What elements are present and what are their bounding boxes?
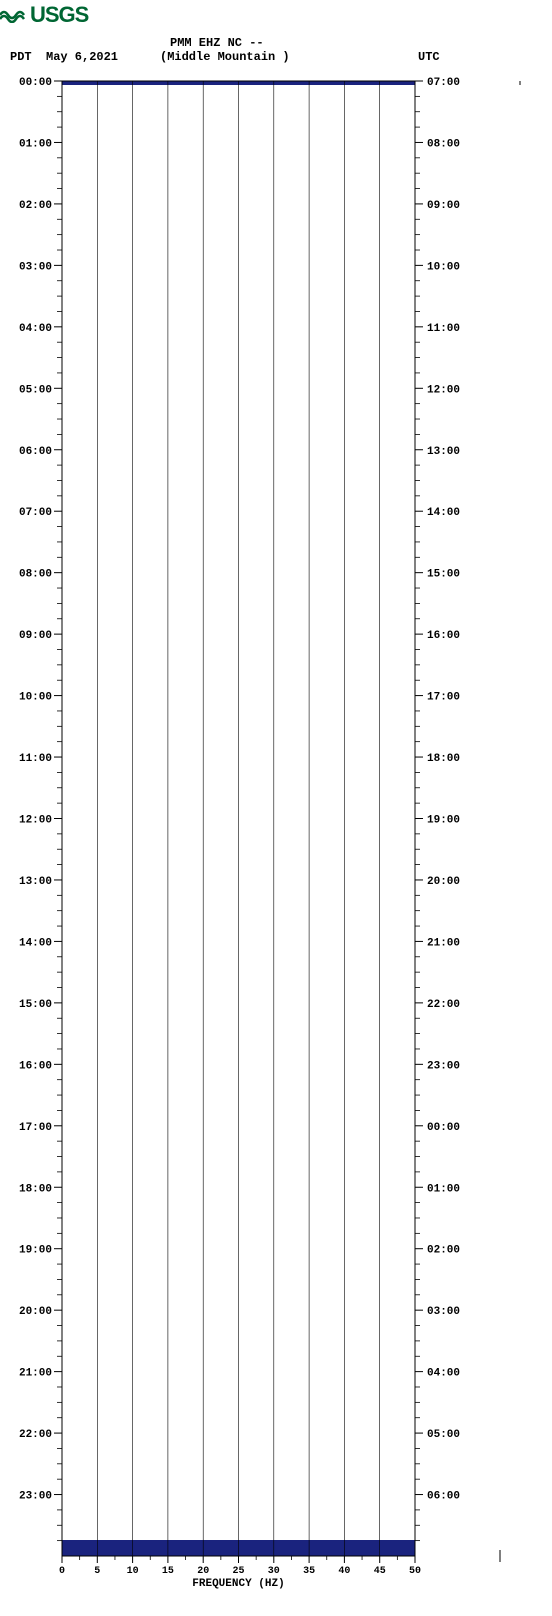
left-hour-label: 03:00 — [19, 261, 52, 273]
left-hour-label: 11:00 — [19, 753, 52, 765]
usgs-logo: USGS — [0, 0, 552, 28]
right-hour-label: 02:00 — [427, 1245, 460, 1257]
left-hour-label: 22:00 — [19, 1429, 52, 1441]
right-hour-label: 03:00 — [427, 1306, 460, 1318]
right-hour-label: 13:00 — [427, 446, 460, 458]
xtick-label: 45 — [374, 1566, 386, 1577]
tz-right: UTC — [418, 50, 440, 64]
left-hour-label: 05:00 — [19, 384, 52, 396]
left-hour-label: 01:00 — [19, 138, 52, 150]
left-hour-label: 06:00 — [19, 446, 52, 458]
left-hour-label: 19:00 — [19, 1245, 52, 1257]
xtick-label: 25 — [232, 1566, 244, 1577]
xtick-label: 20 — [197, 1566, 209, 1577]
left-hour-label: 10:00 — [19, 692, 52, 704]
left-hour-label: 16:00 — [19, 1060, 52, 1072]
xtick-label: 50 — [409, 1566, 421, 1577]
right-hour-label: 08:00 — [427, 138, 460, 150]
header-date: May 6,2021 — [46, 50, 118, 64]
right-hour-label: 05:00 — [427, 1429, 460, 1441]
xtick-label: 0 — [59, 1566, 65, 1577]
right-hour-label: 14:00 — [427, 507, 460, 519]
right-hour-label: 18:00 — [427, 753, 460, 765]
right-hour-label: 12:00 — [427, 384, 460, 396]
left-hour-label: 07:00 — [19, 507, 52, 519]
left-hour-label: 15:00 — [19, 999, 52, 1011]
right-hour-label: 06:00 — [427, 1491, 460, 1503]
logo-wave-icon — [0, 3, 28, 28]
xtick-label: 15 — [162, 1566, 174, 1577]
left-hour-label: 08:00 — [19, 569, 52, 581]
chart-header: PDT May 6,2021 PMM EHZ NC -- (Middle Mou… — [0, 36, 552, 66]
right-hour-label: 20:00 — [427, 876, 460, 888]
xtick-label: 5 — [94, 1566, 100, 1577]
right-hour-label: 19:00 — [427, 815, 460, 827]
left-hour-label: 13:00 — [19, 876, 52, 888]
left-hour-label: 17:00 — [19, 1122, 52, 1134]
spectrogram-chart: 00:00 01:00 02:00 03:00 04:00 05:00 06:00 07:00… — [0, 66, 552, 1616]
right-hour-label: 10:00 — [427, 261, 460, 273]
right-hour-label: 15:00 — [427, 569, 460, 581]
right-hour-label: 16:00 — [427, 630, 460, 642]
left-hour-label: 00:00 — [19, 77, 52, 89]
right-hour-label: 23:00 — [427, 1060, 460, 1072]
left-hour-label: 21:00 — [19, 1368, 52, 1380]
station-line1: PMM EHZ NC -- — [170, 36, 264, 50]
left-hour-label: 23:00 — [19, 1491, 52, 1503]
right-hour-label: 21:00 — [427, 937, 460, 949]
left-hour-label: 04:00 — [19, 323, 52, 335]
xtick-label: 35 — [303, 1566, 315, 1577]
left-hour-label: 09:00 — [19, 630, 52, 642]
right-hour-label: 01:00 — [427, 1183, 460, 1195]
xtick-label: 40 — [338, 1566, 350, 1577]
right-hour-label: 17:00 — [427, 692, 460, 704]
left-hour-label: 02:00 — [19, 200, 52, 212]
logo-text: USGS — [30, 2, 88, 28]
right-hour-label: 07:00 — [427, 77, 460, 89]
xtick-label: 30 — [268, 1566, 280, 1577]
left-hour-label: 12:00 — [19, 815, 52, 827]
right-hour-label: 04:00 — [427, 1368, 460, 1380]
left-hour-label: 18:00 — [19, 1183, 52, 1195]
station-line2: (Middle Mountain ) — [160, 50, 290, 64]
left-hour-label: 20:00 — [19, 1306, 52, 1318]
left-hour-label: 14:00 — [19, 937, 52, 949]
right-hour-label: 09:00 — [427, 200, 460, 212]
xtick-label: 10 — [127, 1566, 139, 1577]
right-hour-label: 11:00 — [427, 323, 460, 335]
right-hour-label: 22:00 — [427, 999, 460, 1011]
right-hour-label: 00:00 — [427, 1122, 460, 1134]
tz-left: PDT — [10, 50, 32, 64]
x-axis-label: FREQUENCY (HZ) — [192, 1578, 284, 1590]
